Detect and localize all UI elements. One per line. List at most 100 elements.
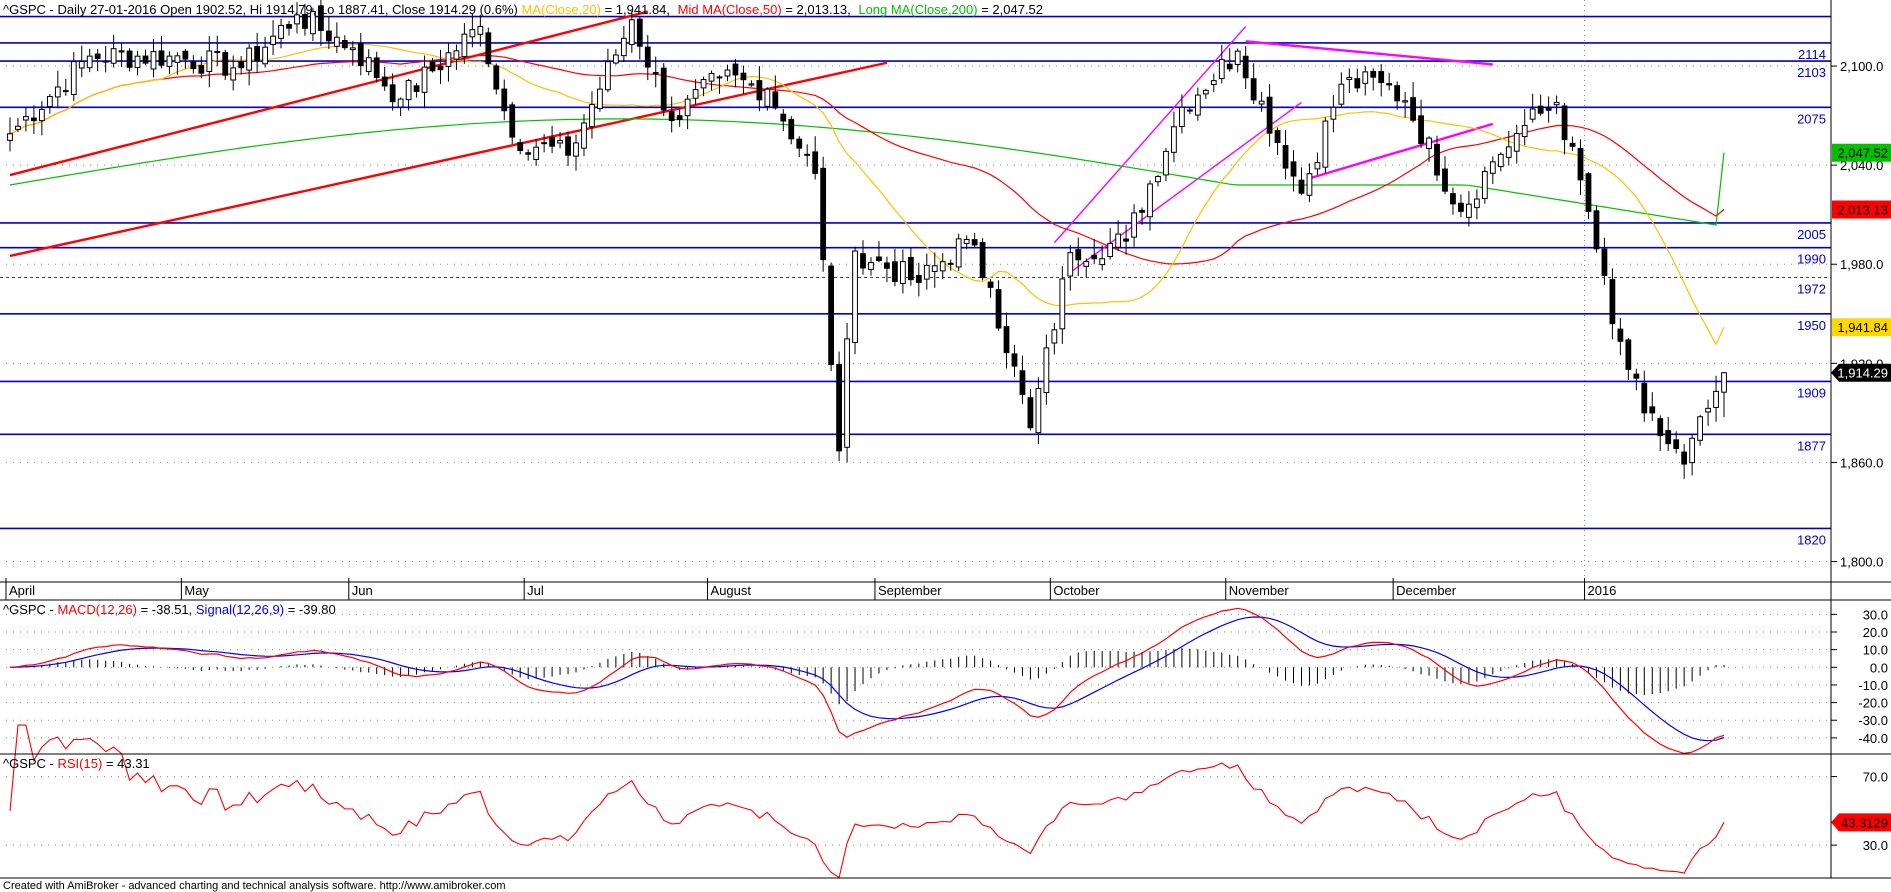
candle (1186, 106, 1193, 115)
candle (852, 246, 858, 355)
candle (1338, 72, 1345, 108)
candle (1035, 377, 1042, 445)
candle (110, 34, 117, 68)
candle (302, 3, 308, 36)
candle (1577, 139, 1584, 195)
candle (270, 20, 276, 56)
candle (517, 138, 524, 155)
candle (134, 50, 141, 76)
candle (1681, 444, 1688, 479)
price-tick-label: 1,980.0 (1840, 257, 1883, 272)
price-header: ^GSPC - Daily 27-01-2016 Open 1902.52, H… (3, 2, 1043, 17)
candle (310, 7, 316, 42)
candle (1601, 237, 1608, 285)
candle (612, 49, 619, 65)
candle (493, 63, 500, 95)
candle (1689, 434, 1696, 476)
candle (1497, 152, 1504, 172)
candle (461, 23, 468, 64)
macd-tick-label: -40.0 (1858, 731, 1888, 746)
footer-credit: Created with AmiBroker - advanced charti… (3, 880, 506, 892)
candle (764, 87, 771, 111)
candle (1609, 268, 1616, 340)
candle (620, 25, 627, 63)
macd-tick-label: -20.0 (1858, 696, 1888, 711)
candle (1354, 68, 1361, 93)
candle (1091, 239, 1098, 265)
price-badge: 2,047.52 (1832, 143, 1891, 162)
candle (286, 21, 292, 36)
price-tick-label: 2,100.0 (1840, 59, 1883, 74)
level-label: 2103 (1797, 65, 1826, 80)
candle (660, 63, 667, 117)
price-tick-label: 2,040.0 (1840, 158, 1883, 173)
candle (501, 79, 508, 121)
level-label: 2005 (1797, 227, 1826, 242)
candle (182, 49, 189, 69)
candle (597, 76, 603, 112)
month-label: October (1053, 583, 1100, 598)
candle (605, 48, 611, 93)
candle (947, 259, 954, 271)
candle (1242, 46, 1249, 89)
ma50-label: Mid MA(Close,50) (678, 2, 782, 17)
candle (884, 256, 890, 283)
signal-value: = -39.80 (288, 602, 336, 617)
candle (1713, 375, 1719, 422)
candle (812, 136, 819, 180)
candle (1011, 344, 1018, 378)
candle (573, 134, 579, 171)
candle (1561, 102, 1568, 155)
candle (1378, 63, 1385, 97)
candle (1274, 127, 1281, 156)
candle (525, 149, 532, 161)
macd-tick-label: -10.0 (1858, 678, 1888, 693)
candle (1569, 136, 1576, 151)
candle (780, 109, 787, 132)
candle (676, 107, 683, 127)
candle (557, 132, 563, 149)
candle (1697, 414, 1703, 446)
candle (38, 101, 45, 136)
candle (1410, 82, 1416, 123)
candle (684, 95, 691, 130)
trendline-upper (9, 10, 649, 177)
level-label: 1877 (1797, 438, 1826, 453)
candle (1075, 237, 1082, 276)
candle (748, 80, 755, 87)
ma20-value: = 1,941.84, (605, 2, 670, 17)
price-badge-text: 1,914.29 (1837, 366, 1888, 381)
level-label: 1909 (1797, 385, 1826, 400)
candle (1059, 266, 1066, 344)
candle (636, 17, 643, 60)
macd-header: ^GSPC - MACD(12,26) = -38.51, Signal(12,… (3, 602, 336, 617)
candle (214, 35, 221, 67)
candle (716, 75, 723, 94)
candle (565, 131, 571, 167)
signal-line (9, 616, 1725, 742)
macd-value: = -38.51, (141, 602, 196, 617)
candle (357, 32, 364, 76)
month-label: December (1396, 583, 1457, 598)
level-label: 1950 (1797, 318, 1826, 333)
candle (278, 18, 284, 49)
candle (1513, 124, 1520, 164)
candle (1545, 96, 1552, 123)
candle (341, 35, 348, 51)
candle (142, 49, 149, 66)
candle (1322, 117, 1329, 174)
candle (1505, 130, 1512, 166)
macd-header-prefix: ^GSPC - (3, 602, 58, 617)
candle (820, 156, 827, 272)
candle (7, 117, 13, 152)
candle (652, 56, 659, 88)
candle (1665, 416, 1672, 451)
candle (1458, 194, 1464, 218)
candle (389, 73, 396, 111)
candle (1115, 220, 1122, 251)
candle (1314, 152, 1321, 175)
rsi-badge: 43.3129 (1831, 813, 1891, 832)
signal-label: Signal(12,26,9) (196, 602, 284, 617)
candle (70, 52, 77, 101)
candle (860, 240, 866, 275)
